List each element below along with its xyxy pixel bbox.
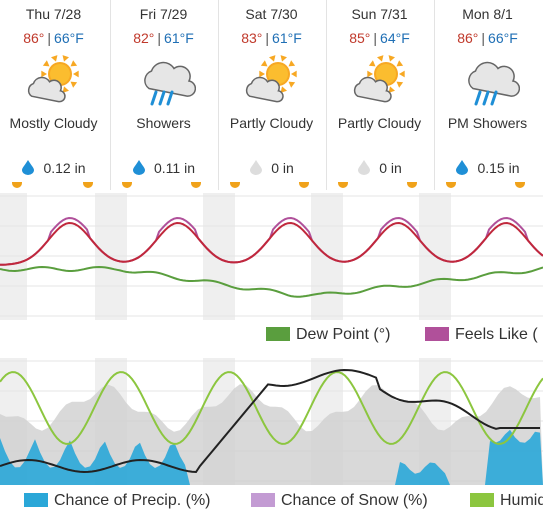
day-column[interactable]: Sat 7/30 83° | 61°F Partly Cloudy 0 in — [218, 0, 325, 190]
legend-swatch — [24, 493, 48, 507]
legend-label: Feels Like ( — [455, 326, 538, 343]
temperature-line — [0, 221, 543, 266]
day-precip: 0 in — [218, 159, 325, 176]
high-temp: 82° — [133, 30, 155, 46]
legend-label: Chance of Precip. (%) — [54, 492, 211, 509]
feels-like-line — [0, 216, 543, 266]
precip-amount: 0 in — [379, 160, 402, 176]
legend-item[interactable]: Humid — [470, 492, 543, 510]
sun-marker-icon — [122, 182, 132, 188]
day-temps: 86° | 66°F — [0, 30, 107, 46]
day-divider — [110, 0, 111, 190]
temperature-chart — [0, 193, 543, 320]
legend-label: Chance of Snow (%) — [281, 492, 428, 509]
day-temps: 83° | 61°F — [218, 30, 325, 46]
sun-marker-icon — [515, 182, 525, 188]
day-date: Mon 8/1 — [462, 6, 513, 22]
legend-swatch — [470, 493, 494, 507]
high-temp: 85° — [349, 30, 371, 46]
cloud-cover-line — [0, 368, 540, 474]
legend-item[interactable]: Feels Like ( — [425, 326, 538, 344]
day-date: Sat 7/30 — [245, 6, 298, 22]
precip-amount: 0.11 in — [154, 160, 195, 176]
high-temp: 86° — [457, 30, 479, 46]
low-temp: 61°F — [164, 30, 194, 46]
precip-chance-area — [0, 429, 543, 485]
partly-cloudy-icon — [353, 55, 405, 103]
day-precip: 0.11 in — [110, 159, 217, 176]
day-condition: Showers — [136, 115, 191, 131]
day-precip: 0 in — [326, 159, 433, 176]
day-condition: Partly Cloudy — [229, 115, 314, 131]
showers-icon — [468, 61, 520, 106]
precipitation-chart — [0, 358, 543, 485]
day-date: Thu 7/28 — [25, 6, 82, 22]
day-date: Sun 7/31 — [351, 6, 408, 22]
legend-swatch — [266, 327, 290, 341]
sun-marker-icon — [299, 182, 309, 188]
day-column[interactable]: Sun 7/31 85° | 64°F Partly Cloudy 0 in — [326, 0, 433, 190]
legend-swatch — [251, 493, 275, 507]
day-column[interactable]: Fri 7/29 82° | 61°F Showers 0.11 in — [110, 0, 217, 190]
raindrop-icon — [250, 160, 263, 175]
day-column[interactable]: Thu 7/28 86° | 66°F Mostly Cloudy 0.12 in — [0, 0, 107, 190]
precip-amount: 0.15 in — [477, 160, 520, 176]
day-date: Fri 7/29 — [139, 6, 188, 22]
day-condition: Partly Cloudy — [337, 115, 422, 131]
day-temps: 85° | 64°F — [326, 30, 433, 46]
day-precip: 0.15 in — [434, 159, 541, 176]
low-temp: 61°F — [272, 30, 302, 46]
legend-label: Dew Point (°) — [296, 326, 391, 343]
temp-separator: | — [265, 30, 270, 46]
sun-marker-icon — [338, 182, 348, 188]
sun-marker-icon — [12, 182, 22, 188]
partly-cloudy-icon — [245, 55, 297, 103]
day-divider — [218, 0, 219, 190]
legend-item[interactable]: Chance of Snow (%) — [251, 492, 428, 510]
day-column[interactable]: Mon 8/1 86° | 66°F PM Showers 0.15 in — [434, 0, 541, 190]
precipitation-legend: Chance of Precip. (%) Chance of Snow (%) H… — [0, 492, 543, 515]
high-temp: 83° — [241, 30, 263, 46]
legend-item[interactable]: Dew Point (°) — [266, 326, 390, 344]
humidity-line — [0, 371, 543, 445]
precip-amount: 0.12 in — [43, 160, 86, 176]
raindrop-icon — [456, 160, 469, 175]
raindrop-icon — [133, 160, 145, 175]
day-condition: Mostly Cloudy — [9, 115, 98, 131]
temp-separator: | — [373, 30, 378, 46]
legend-item[interactable]: Chance of Precip. (%) — [24, 492, 211, 510]
raindrop-icon — [22, 160, 35, 175]
sun-marker-icon — [230, 182, 240, 188]
temp-separator: | — [47, 30, 52, 46]
day-divider — [326, 0, 327, 190]
precip-amount: 0 in — [271, 160, 294, 176]
legend-swatch — [425, 327, 449, 341]
sun-marker-icon — [83, 182, 93, 188]
day-condition: PM Showers — [447, 115, 528, 131]
low-temp: 66°F — [488, 30, 518, 46]
day-temps: 86° | 66°F — [434, 30, 541, 46]
partly-cloudy-icon — [27, 55, 79, 103]
temp-separator: | — [157, 30, 162, 46]
temperature-legend: Dew Point (°) Feels Like ( — [0, 326, 543, 354]
showers-icon — [144, 61, 196, 106]
dew-point-line — [0, 265, 543, 298]
sun-marker-icon — [191, 182, 201, 188]
legend-label: Humid — [500, 492, 543, 509]
day-divider — [434, 0, 435, 190]
forecast-days: Thu 7/28 86° | 66°F Mostly Cloudy 0.12 in Fri … — [0, 0, 543, 190]
raindrop-icon — [358, 160, 371, 175]
low-temp: 64°F — [380, 30, 410, 46]
day-precip: 0.12 in — [0, 159, 107, 176]
temp-separator: | — [481, 30, 486, 46]
low-temp: 66°F — [54, 30, 84, 46]
sun-marker-icon — [446, 182, 456, 188]
high-temp: 86° — [23, 30, 45, 46]
day-temps: 82° | 61°F — [110, 30, 217, 46]
sun-marker-icon — [407, 182, 417, 188]
